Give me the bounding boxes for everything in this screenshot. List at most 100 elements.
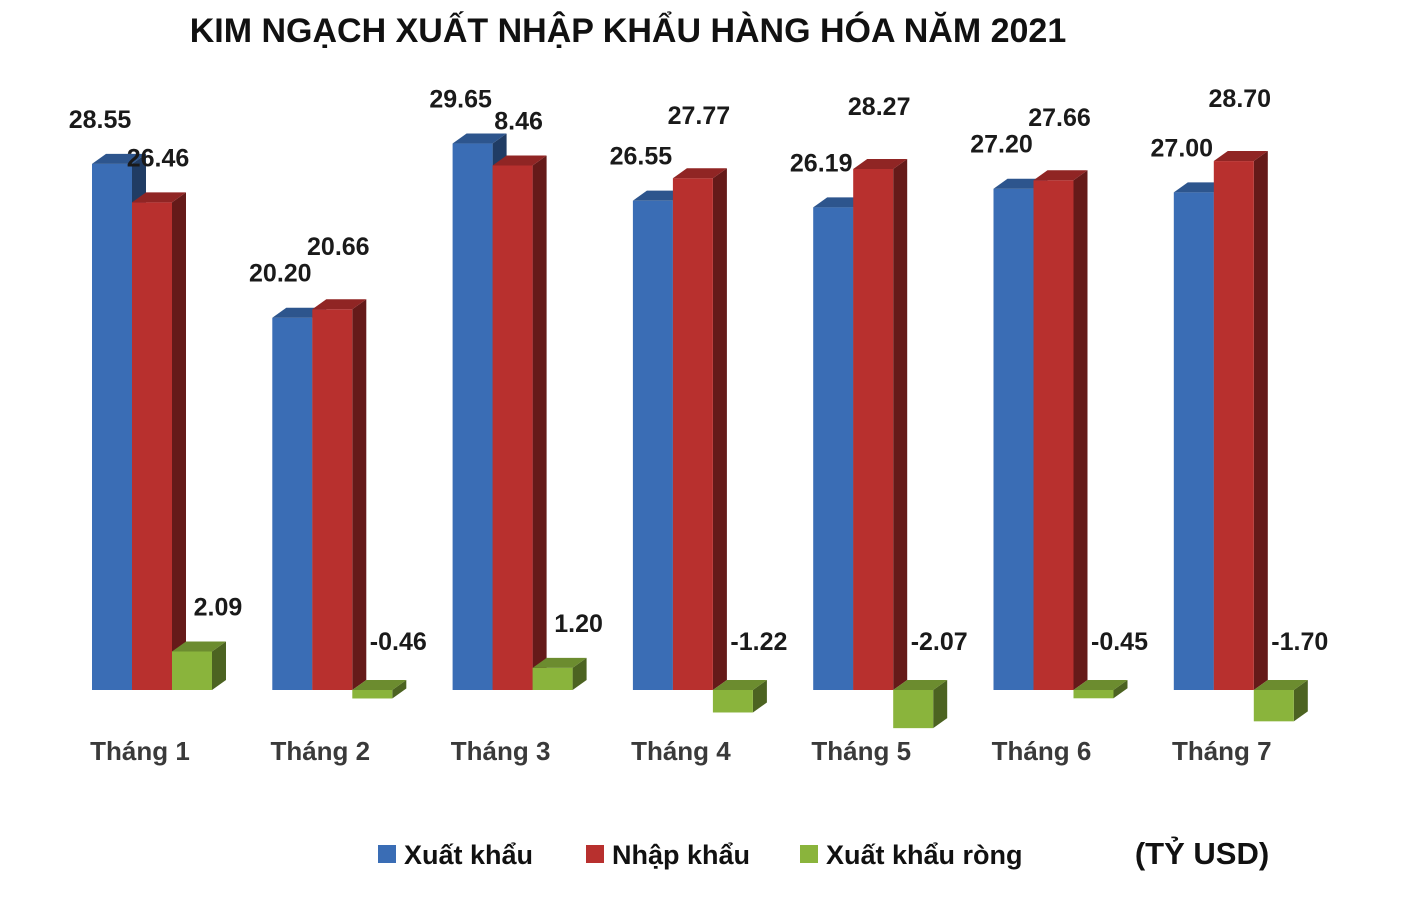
data-label: 27.66	[1028, 104, 1091, 132]
bar-group	[632, 168, 767, 713]
bar-top	[452, 133, 507, 144]
bar-side	[212, 641, 226, 690]
bar-top	[312, 299, 367, 310]
bar	[712, 680, 767, 713]
bar-top	[672, 168, 727, 179]
bar-front	[672, 178, 713, 690]
data-label: -2.07	[911, 628, 968, 656]
data-label: 26.55	[610, 143, 673, 171]
legend-label: Xuất khẩu ròng	[826, 840, 1023, 870]
bar-top	[492, 155, 547, 166]
bar-front	[893, 690, 934, 729]
bar-top	[532, 657, 587, 668]
bar	[312, 299, 367, 690]
legend-label: Xuất khẩu	[404, 840, 533, 870]
bar-top	[1213, 151, 1268, 162]
bar-group	[813, 158, 948, 729]
bar-front	[1073, 690, 1114, 699]
legend-swatch	[378, 845, 396, 863]
bar-front	[132, 202, 172, 690]
bar-front	[312, 309, 353, 690]
bar-group	[92, 153, 226, 691]
data-label: 29.65	[429, 86, 492, 114]
bar-side	[172, 192, 186, 690]
bar-top	[712, 680, 767, 690]
bar-top	[92, 153, 146, 164]
bar	[853, 158, 908, 691]
bar-front	[272, 317, 313, 690]
bar	[1213, 151, 1268, 690]
bar-front	[172, 651, 212, 690]
data-label: 28.55	[69, 106, 132, 134]
data-label: 20.66	[307, 233, 370, 261]
bar-top	[1033, 170, 1088, 181]
data-label: 28.27	[848, 93, 911, 121]
bar-group	[993, 170, 1128, 699]
data-label: 28.70	[1209, 85, 1272, 113]
bar-side	[532, 155, 547, 691]
data-label: 20.20	[249, 260, 312, 288]
category-label: Tháng 3	[451, 736, 551, 766]
bar-group	[452, 133, 587, 691]
bar-side	[893, 158, 908, 691]
bar-front	[1253, 690, 1294, 722]
bar-front	[532, 667, 573, 690]
bar-side	[752, 680, 767, 713]
category-label: Tháng 7	[1172, 736, 1272, 766]
data-label: -1.22	[730, 628, 787, 656]
legend-item: Xuất khẩu	[378, 840, 533, 870]
bar-side	[572, 657, 587, 690]
bar-front	[452, 143, 493, 690]
bar-top	[1073, 680, 1128, 690]
bars-layer	[92, 133, 1308, 729]
bar	[1033, 170, 1088, 690]
bar	[532, 657, 587, 690]
bar	[1073, 680, 1128, 699]
bar-top	[172, 641, 226, 652]
data-label: 1.20	[554, 610, 603, 638]
bar-side	[1253, 151, 1268, 690]
bar-side	[1293, 680, 1308, 722]
bar-side	[392, 680, 407, 699]
data-label: -0.45	[1091, 628, 1148, 656]
category-label: Tháng 5	[811, 736, 911, 766]
bar-front	[92, 163, 132, 691]
data-label: 26.46	[127, 144, 190, 172]
category-label: Tháng 6	[992, 736, 1092, 766]
bar-side	[352, 299, 367, 690]
bar-front	[492, 165, 533, 691]
data-label: 26.19	[790, 149, 853, 177]
legend: Xuất khẩu Nhập khẩu Xuất khẩu ròng	[378, 840, 1023, 870]
unit-label: (TỶ USD)	[1135, 836, 1269, 871]
category-label: Tháng 4	[631, 736, 731, 766]
bar-group	[1173, 151, 1308, 722]
bar	[132, 192, 186, 690]
data-label: 27.00	[1151, 134, 1214, 162]
chart-title: KIM NGẠCH XUẤT NHẬP KHẨU HÀNG HÓA NĂM 20…	[190, 12, 1067, 50]
bar-front	[352, 690, 393, 699]
data-label: -1.70	[1271, 628, 1328, 656]
bar-front	[1213, 161, 1254, 690]
bar-side	[1113, 680, 1128, 699]
bar-side	[712, 168, 727, 690]
bar-front	[993, 188, 1034, 691]
data-label: 8.46	[494, 107, 543, 135]
category-label: Tháng 2	[270, 736, 370, 766]
data-label: 27.77	[668, 102, 731, 130]
bar-front	[853, 168, 894, 691]
bar-top	[1253, 680, 1308, 690]
bar-top	[132, 192, 186, 203]
category-label: Tháng 1	[90, 736, 190, 766]
legend-label: Nhập khẩu	[612, 840, 750, 870]
legend-swatch	[586, 845, 604, 863]
data-label: 27.20	[970, 131, 1033, 159]
bar	[172, 641, 226, 690]
bar	[893, 680, 948, 729]
bar-top	[893, 680, 948, 690]
bar-front	[712, 690, 753, 713]
data-label: -0.46	[370, 628, 427, 656]
legend-item: Xuất khẩu ròng	[800, 840, 1023, 870]
